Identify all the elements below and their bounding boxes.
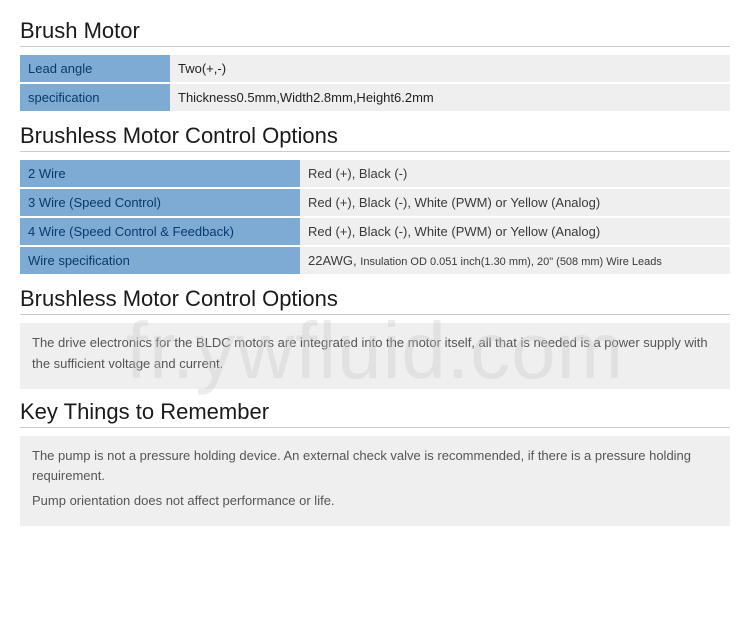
row-label: 4 Wire (Speed Control & Feedback) — [20, 217, 300, 246]
row-label: specification — [20, 83, 170, 112]
row-label: Lead angle — [20, 55, 170, 83]
key-things-box: The pump is not a pressure holding devic… — [20, 436, 730, 526]
wire-spec-prefix: 22AWG, — [308, 253, 360, 268]
row-label: 2 Wire — [20, 160, 300, 188]
table-row: Wire specification 22AWG, Insulation OD … — [20, 246, 730, 275]
table-row: specification Thickness0.5mm,Width2.8mm,… — [20, 83, 730, 112]
row-value: Red (+), Black (-), White (PWM) or Yello… — [300, 188, 730, 217]
brushless-note-box: The drive electronics for the BLDC motor… — [20, 323, 730, 389]
row-label: 3 Wire (Speed Control) — [20, 188, 300, 217]
table-row: 4 Wire (Speed Control & Feedback) Red (+… — [20, 217, 730, 246]
row-value: Red (+), Black (-), White (PWM) or Yello… — [300, 217, 730, 246]
row-value: Two(+,-) — [170, 55, 730, 83]
section-title-brushless-note: Brushless Motor Control Options — [20, 286, 730, 315]
section-title-brushless-options: Brushless Motor Control Options — [20, 123, 730, 152]
section-title-key-things: Key Things to Remember — [20, 399, 730, 428]
row-value: Thickness0.5mm,Width2.8mm,Height6.2mm — [170, 83, 730, 112]
wire-spec-detail: Insulation OD 0.051 inch(1.30 mm), 20" (… — [360, 256, 662, 268]
key-paragraph: Pump orientation does not affect perform… — [32, 491, 718, 512]
row-value: 22AWG, Insulation OD 0.051 inch(1.30 mm)… — [300, 246, 730, 275]
row-label: Wire specification — [20, 246, 300, 275]
section-title-brush-motor: Brush Motor — [20, 18, 730, 47]
brushless-options-table: 2 Wire Red (+), Black (-) 3 Wire (Speed … — [20, 160, 730, 276]
table-row: 3 Wire (Speed Control) Red (+), Black (-… — [20, 188, 730, 217]
table-row: Lead angle Two(+,-) — [20, 55, 730, 83]
brush-motor-table: Lead angle Two(+,-) specification Thickn… — [20, 55, 730, 113]
note-text: The drive electronics for the BLDC motor… — [32, 333, 718, 375]
row-value: Red (+), Black (-) — [300, 160, 730, 188]
table-row: 2 Wire Red (+), Black (-) — [20, 160, 730, 188]
key-paragraph: The pump is not a pressure holding devic… — [32, 446, 718, 488]
